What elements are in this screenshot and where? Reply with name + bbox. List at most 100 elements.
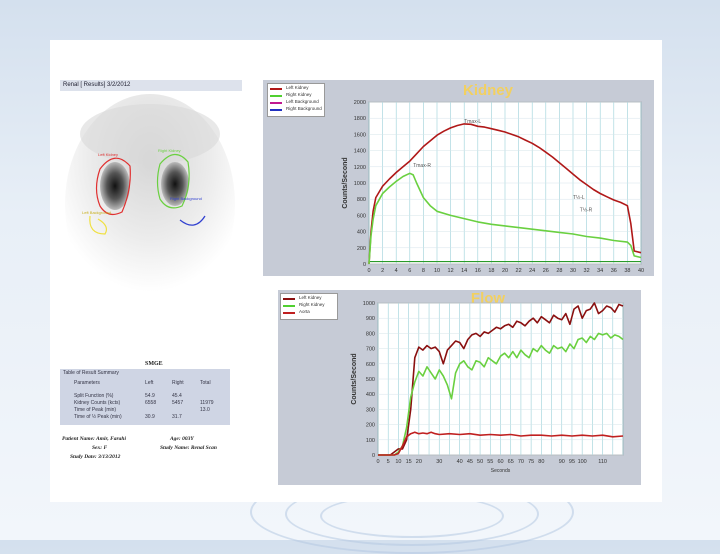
table-cell: Split Function (%) xyxy=(74,393,114,399)
table-cell: 13.0 xyxy=(200,407,210,413)
legend-swatch xyxy=(283,298,295,300)
patient-name: Patient Name: Amir, Farahi xyxy=(62,436,126,442)
x-tick-label: 26 xyxy=(543,268,549,274)
series-line-right-kidney xyxy=(368,172,642,265)
right-background-roi xyxy=(179,215,206,226)
x-tick-label: 14 xyxy=(461,268,467,274)
x-tick-label: 20 xyxy=(502,268,508,274)
table-cell: Kidney Counts (kcts) xyxy=(74,400,121,406)
left-background-roi-label: Left Background xyxy=(82,210,111,215)
y-tick-label: 1400 xyxy=(354,149,366,155)
x-tick-label: 80 xyxy=(538,459,544,465)
x-tick-label: 38 xyxy=(624,268,630,274)
legend-item: Left Kidney xyxy=(270,85,326,91)
table-cell: 54.9 xyxy=(145,393,155,399)
x-tick-label: 40 xyxy=(457,459,463,465)
x-tick-label: 65 xyxy=(508,459,514,465)
right-kidney-roi-label: Right Kidney xyxy=(158,148,181,153)
x-tick-label: 36 xyxy=(611,268,617,274)
study-name: Study Name: Renal Scan xyxy=(160,445,217,451)
left-kidney-roi-label: Left Kidney xyxy=(98,152,118,157)
result-summary-table: Table of Result Summary Parameters Left … xyxy=(60,369,230,425)
x-tick-label: 100 xyxy=(578,459,587,465)
patient-sex: Sex: F xyxy=(92,445,108,451)
legend-swatch xyxy=(270,102,282,104)
flow-chart: 0 5 10 15 20 30 40 45 50 55 60 65 70 75 80 90 95 100 11001… xyxy=(351,301,624,474)
header-cell: Parameters xyxy=(74,380,100,386)
table-cell: 30.9 xyxy=(145,414,155,420)
y-tick-label: 100 xyxy=(366,438,375,444)
x-tick-label: 50 xyxy=(477,459,483,465)
table-row: Kidney Counts (kcts) 6558 5457 11979 xyxy=(60,400,230,406)
x-tick-label: 20 xyxy=(416,459,422,465)
study-date: Study Date: 3/13/2012 xyxy=(70,454,121,460)
x-tick-label: 24 xyxy=(529,268,535,274)
x-tick-label: 8 xyxy=(422,268,425,274)
x-tick-label: 22 xyxy=(516,268,522,274)
series-line-left-kidney xyxy=(378,302,624,456)
kidney-renogram-chart: 0 2 4 6 8 10 12 14 16 18 20 22 24 26 28 30 32 34 36 38 40020… xyxy=(342,100,644,274)
x-tick-label: 55 xyxy=(487,459,493,465)
legend-item: Left Background xyxy=(270,99,326,105)
x-tick-label: 2 xyxy=(381,268,384,274)
x-tick-label: 6 xyxy=(408,268,411,274)
y-tick-label: 0 xyxy=(363,262,366,268)
legend-label: Right Background xyxy=(286,106,322,111)
x-tick-label: 32 xyxy=(584,268,590,274)
summary-caption: SMGE xyxy=(145,361,163,367)
legend-swatch xyxy=(270,109,282,111)
y-tick-label: 1200 xyxy=(354,165,366,171)
x-tick-label: 95 xyxy=(569,459,575,465)
x-tick-label: 30 xyxy=(570,268,576,274)
left-background-roi xyxy=(89,215,108,235)
legend-swatch xyxy=(270,88,282,90)
table-cell: Time of Peak (min) xyxy=(74,407,117,413)
table-cell: 11979 xyxy=(200,400,214,406)
legend-item: Right Kidney xyxy=(270,92,326,98)
table-row: Split Function (%) 54.9 45.4 xyxy=(60,393,230,399)
legend-label: Left Background xyxy=(286,99,319,104)
table-cell: Time of ½ Peak (min) xyxy=(74,414,122,420)
x-tick-label: 10 xyxy=(434,268,440,274)
x-tick-label: 0 xyxy=(376,459,379,465)
summary-title: Table of Result Summary xyxy=(63,370,119,376)
legend-item: Aorta xyxy=(283,309,339,315)
flow-legend: Left Kidney Right Kidney Aorta xyxy=(280,293,338,320)
legend-label: Right Kidney xyxy=(299,302,325,307)
legend-label: Left Kidney xyxy=(299,295,322,300)
chart-annotation: T½-L xyxy=(573,194,585,201)
x-tick-label: 60 xyxy=(497,459,503,465)
kidney-legend: Left Kidney Right Kidney Left Background… xyxy=(267,83,325,117)
x-tick-label: 110 xyxy=(598,459,607,465)
renal-scan-image: Left Kidney Right Kidney Left Background… xyxy=(60,94,242,362)
x-tick-label: 45 xyxy=(467,459,473,465)
y-tick-label: 2000 xyxy=(354,100,366,106)
left-kidney-uptake xyxy=(100,162,130,210)
series-line-aorta xyxy=(378,431,624,456)
x-tick-label: 18 xyxy=(488,268,494,274)
right-kidney-roi xyxy=(156,153,190,209)
y-tick-label: 1800 xyxy=(354,116,366,122)
x-tick-label: 5 xyxy=(387,459,390,465)
table-row: Time of ½ Peak (min) 30.9 31.7 xyxy=(60,414,230,420)
header-cell: Total xyxy=(200,380,211,386)
x-tick-label: 30 xyxy=(436,459,442,465)
patient-age: Age: 003Y xyxy=(170,436,194,442)
scan-header: Renal [ Results] 3/2/2012 xyxy=(60,80,242,91)
y-tick-label: 1000 xyxy=(363,301,375,307)
legend-label: Aorta xyxy=(299,309,310,314)
legend-item: Left Kidney xyxy=(283,295,339,301)
legend-item: Right Background xyxy=(270,106,326,112)
chart-annotation: Tmax-R xyxy=(413,163,431,169)
right-background-roi-label: Right Background xyxy=(170,196,202,201)
x-tick-label: 70 xyxy=(518,459,524,465)
x-tick-label: 40 xyxy=(638,268,644,274)
table-header-row: Parameters Left Right Total xyxy=(60,380,230,386)
y-tick-label: 800 xyxy=(357,197,366,203)
y-tick-label: 1000 xyxy=(354,181,366,187)
y-tick-label: 500 xyxy=(366,377,375,383)
x-tick-label: 15 xyxy=(406,459,412,465)
legend-label: Left Kidney xyxy=(286,85,309,90)
y-tick-label: 200 xyxy=(366,423,375,429)
x-axis-label: Seconds xyxy=(491,468,511,474)
